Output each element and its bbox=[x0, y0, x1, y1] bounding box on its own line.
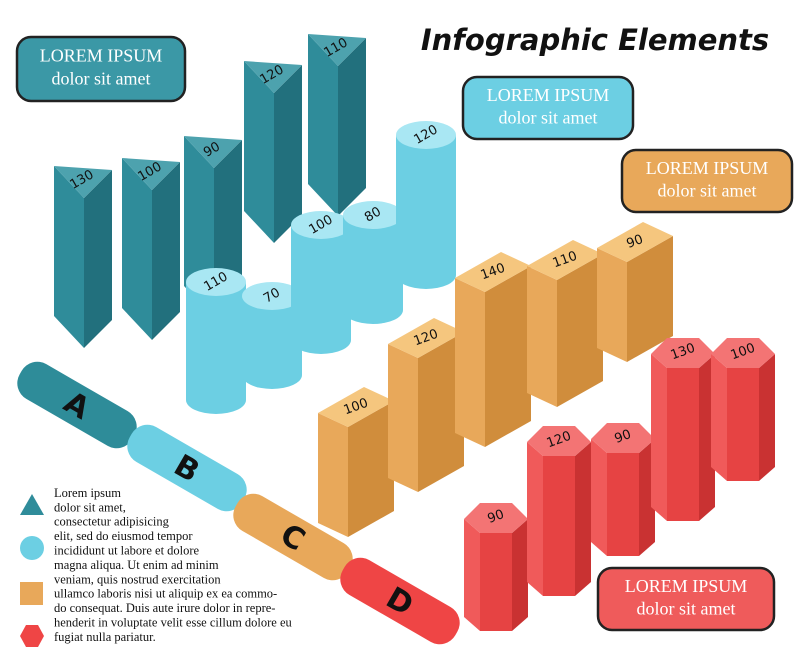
prism-left bbox=[308, 34, 338, 216]
cylinder-body bbox=[396, 135, 456, 289]
prism-top bbox=[122, 158, 180, 190]
cylinder-body bbox=[291, 225, 351, 354]
prism-right bbox=[152, 162, 180, 340]
prism-top bbox=[308, 34, 366, 66]
cylinder-body bbox=[343, 215, 403, 324]
prism-right bbox=[338, 38, 366, 216]
cylinder-top bbox=[396, 121, 456, 149]
box-front bbox=[388, 344, 418, 492]
callout-heading: LOREM IPSUM bbox=[40, 46, 163, 66]
tag-shape bbox=[127, 424, 247, 512]
cylinder-top bbox=[186, 268, 246, 296]
cylinder-body bbox=[186, 282, 246, 414]
value-label: 80 bbox=[362, 204, 384, 225]
value-label: 90 bbox=[486, 507, 507, 527]
hexagon-front bbox=[543, 456, 575, 596]
letter-tag: A bbox=[17, 361, 137, 449]
legend-line: ullamco laboris nisi ut aliquip ex ea co… bbox=[54, 587, 277, 601]
box-front bbox=[527, 266, 557, 407]
legend-line: Lorem ipsum bbox=[54, 486, 121, 500]
box-side bbox=[557, 254, 603, 407]
callout-text: dolor sit amet bbox=[499, 107, 598, 127]
box-side bbox=[485, 266, 531, 447]
callout-heading: LOREM IPSUM bbox=[625, 576, 748, 596]
legend-line: incididunt ut labore et dolore bbox=[54, 543, 200, 557]
hexagon-top bbox=[591, 423, 655, 453]
hexagon-top bbox=[527, 426, 591, 456]
value-label: 90 bbox=[201, 139, 223, 160]
value-label: 90 bbox=[625, 232, 646, 252]
legend-line: consectetur adipisicing bbox=[54, 515, 170, 529]
box-front bbox=[318, 413, 348, 537]
legend-line: fugiat nulla pariatur. bbox=[54, 630, 156, 644]
hexagon-left bbox=[464, 519, 480, 631]
box-top bbox=[318, 387, 394, 427]
value-label: 90 bbox=[613, 427, 634, 447]
value-label: 70 bbox=[261, 285, 283, 306]
hexagon-front bbox=[607, 453, 639, 556]
box-front bbox=[455, 278, 485, 447]
prism-right bbox=[84, 170, 112, 348]
box-front bbox=[597, 248, 627, 362]
box-side bbox=[348, 401, 394, 537]
hexagon-right bbox=[512, 519, 528, 631]
hexagon-left bbox=[651, 354, 667, 521]
box-top bbox=[597, 222, 673, 262]
tag-shape bbox=[340, 557, 460, 645]
hexagon-right bbox=[575, 442, 591, 596]
box-top bbox=[455, 252, 531, 292]
box-side bbox=[418, 332, 464, 492]
callout-box bbox=[15, 35, 187, 103]
legend-circle bbox=[20, 536, 44, 560]
cylinder-top bbox=[242, 282, 302, 310]
callout-box bbox=[461, 75, 635, 141]
legend-triangle bbox=[20, 494, 44, 515]
prism-right bbox=[274, 65, 302, 243]
legend-hexagon bbox=[20, 625, 44, 647]
callout-heading: LOREM IPSUM bbox=[646, 158, 769, 178]
prism-left bbox=[244, 61, 274, 243]
box-side bbox=[627, 236, 673, 362]
callout-text: dolor sit amet bbox=[658, 180, 757, 200]
hexagon-left bbox=[527, 442, 543, 596]
cylinder-body bbox=[242, 296, 302, 389]
hexagon-front bbox=[480, 533, 512, 631]
prism-left bbox=[122, 158, 152, 340]
box-top bbox=[527, 240, 603, 280]
callout-box bbox=[620, 148, 794, 214]
legend-line: magna aliqua. Ut enim ad minim bbox=[54, 558, 219, 572]
prism-top bbox=[184, 136, 242, 168]
box-top bbox=[388, 318, 464, 358]
hexagon-top bbox=[711, 338, 775, 368]
hexagon-left bbox=[711, 354, 727, 481]
hexagon-front bbox=[727, 368, 759, 481]
hexagon-front bbox=[667, 368, 699, 521]
legend-line: henderit in voluptate velit esse cillum … bbox=[54, 615, 293, 629]
callout-box bbox=[596, 566, 776, 632]
hexagon-left bbox=[591, 439, 607, 556]
letter-tag: B bbox=[127, 424, 247, 512]
tag-shape bbox=[233, 493, 353, 581]
hexagon-top bbox=[464, 503, 528, 533]
prism-top bbox=[54, 166, 112, 198]
letter-tag: C bbox=[233, 493, 353, 581]
callout-text: dolor sit amet bbox=[637, 598, 736, 618]
tag-shape bbox=[17, 361, 137, 449]
title: Infographic Elements bbox=[421, 23, 769, 57]
cylinder-top bbox=[343, 201, 403, 229]
legend-line: elit, sed do eiusmod tempor bbox=[54, 529, 193, 543]
letter-tag: D bbox=[340, 557, 460, 645]
hexagon-top bbox=[651, 338, 715, 368]
cylinder-top bbox=[291, 211, 351, 239]
legend-line: do consequat. Duis aute irure dolor in r… bbox=[54, 601, 275, 615]
prism-left bbox=[54, 166, 84, 348]
hexagon-right bbox=[759, 354, 775, 481]
callout-text: dolor sit amet bbox=[52, 69, 151, 89]
callout-heading: LOREM IPSUM bbox=[487, 85, 610, 105]
legend-line: veniam, quis nostrud exercitation bbox=[54, 572, 221, 586]
legend-square bbox=[20, 582, 43, 605]
prism-top bbox=[244, 61, 302, 93]
legend-line: dolor sit amet, bbox=[54, 500, 126, 514]
